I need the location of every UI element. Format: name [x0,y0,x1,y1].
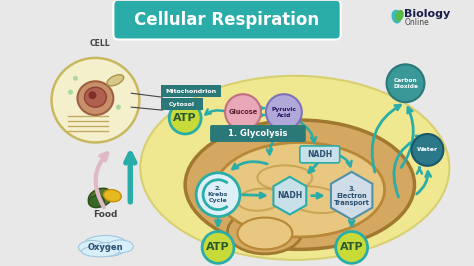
Ellipse shape [82,246,119,257]
Text: ATP: ATP [340,242,364,252]
Circle shape [336,231,368,263]
Ellipse shape [52,58,139,143]
Text: Online: Online [404,18,429,27]
FancyBboxPatch shape [161,98,203,110]
Text: 2.
Krebs
Cycle: 2. Krebs Cycle [208,186,228,203]
Ellipse shape [77,81,113,115]
Ellipse shape [140,76,449,260]
Text: NADH: NADH [307,150,332,159]
Circle shape [202,231,234,263]
Text: Biology: Biology [403,9,450,19]
Ellipse shape [392,10,401,23]
Text: Glucose: Glucose [228,109,257,115]
Ellipse shape [79,240,106,254]
Ellipse shape [84,235,127,251]
Circle shape [387,64,424,102]
Polygon shape [273,177,306,215]
Ellipse shape [108,240,133,253]
Ellipse shape [185,120,414,250]
Circle shape [196,173,240,217]
Text: Pyruvic
Acid: Pyruvic Acid [271,107,296,118]
Circle shape [411,134,443,166]
Text: CELL: CELL [90,39,111,48]
FancyBboxPatch shape [300,146,340,163]
Ellipse shape [237,218,292,250]
Text: ATP: ATP [206,242,230,252]
Text: Oxygen: Oxygen [88,243,123,252]
Ellipse shape [103,190,121,202]
Ellipse shape [215,143,384,237]
FancyBboxPatch shape [161,85,221,97]
Text: 3.
Electron
Transport: 3. Electron Transport [334,186,370,206]
Ellipse shape [395,10,404,21]
Text: Carbon
Dioxide: Carbon Dioxide [393,78,418,89]
Circle shape [73,76,78,81]
Text: 1. Glycolysis: 1. Glycolysis [228,130,288,139]
Circle shape [116,105,121,110]
Ellipse shape [92,242,124,256]
Circle shape [89,91,96,99]
Polygon shape [331,172,373,219]
Ellipse shape [88,188,112,207]
FancyBboxPatch shape [210,125,306,142]
Text: ATP: ATP [173,113,197,123]
Text: Mitochondrion: Mitochondrion [165,89,217,94]
Circle shape [225,94,261,130]
FancyBboxPatch shape [113,0,341,39]
Circle shape [68,90,73,95]
Text: NADH: NADH [277,191,302,200]
Ellipse shape [228,209,302,254]
Circle shape [266,94,302,130]
Ellipse shape [84,87,106,107]
Circle shape [169,102,201,134]
Text: Cytosol: Cytosol [169,102,195,107]
Text: Cellular Respiration: Cellular Respiration [135,11,319,29]
Ellipse shape [89,196,104,208]
Text: Water: Water [417,147,438,152]
Text: Food: Food [93,210,118,219]
Ellipse shape [107,75,124,86]
